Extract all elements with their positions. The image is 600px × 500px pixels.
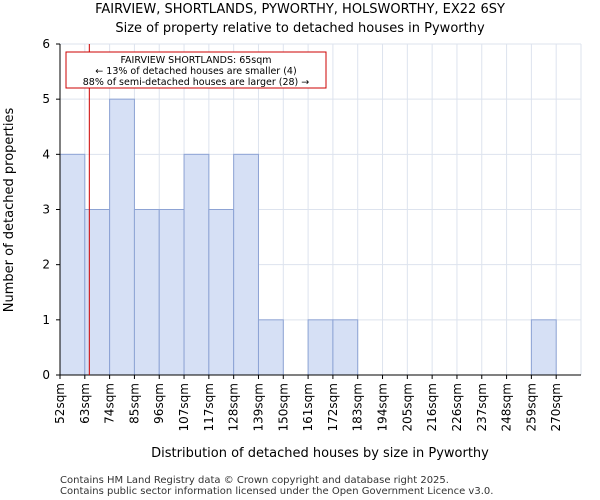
x-tick-label: 96sqm xyxy=(152,383,166,424)
bars xyxy=(59,98,557,376)
y-tick-label: 3 xyxy=(42,203,50,217)
x-tick-label: 117sqm xyxy=(202,383,216,431)
x-tick-label: 172sqm xyxy=(326,383,340,431)
x-tick-label: 259sqm xyxy=(524,383,538,431)
footer-line-1: Contains HM Land Registry data © Crown c… xyxy=(60,475,449,486)
bar xyxy=(257,319,284,376)
x-tick-label: 183sqm xyxy=(351,383,365,431)
bar xyxy=(84,209,111,376)
y-axis-label: Number of detached properties xyxy=(2,108,17,313)
x-tick-label: 107sqm xyxy=(177,383,191,431)
bar xyxy=(307,319,334,376)
x-tick-label: 194sqm xyxy=(376,383,390,431)
annotation-line: FAIRVIEW SHORTLANDS: 65sqm xyxy=(120,55,271,66)
y-tick-label: 1 xyxy=(42,313,50,327)
bar xyxy=(208,209,235,376)
y-tick-label: 5 xyxy=(42,92,50,106)
bar xyxy=(233,153,259,376)
y-tick-label: 6 xyxy=(42,37,50,51)
x-tick-label: 63sqm xyxy=(78,383,92,424)
annotation-box: FAIRVIEW SHORTLANDS: 65sqm← 13% of detac… xyxy=(65,51,327,89)
y-tick-label: 0 xyxy=(42,368,50,382)
bar xyxy=(183,153,210,376)
bar xyxy=(158,209,185,376)
x-tick-label: 216sqm xyxy=(425,383,439,431)
chart-subtitle: Size of property relative to detached ho… xyxy=(115,21,485,36)
bar xyxy=(59,153,86,376)
bar xyxy=(133,209,160,376)
bar xyxy=(332,319,359,376)
chart-title: FAIRVIEW, SHORTLANDS, PYWORTHY, HOLSWORT… xyxy=(95,2,505,17)
x-tick-label: 52sqm xyxy=(53,383,67,424)
x-tick-label: 161sqm xyxy=(301,383,315,431)
x-tick-label: 270sqm xyxy=(549,383,563,431)
bar xyxy=(109,98,135,376)
y-tick-label: 4 xyxy=(42,147,50,161)
bar xyxy=(530,319,557,376)
x-tick-label: 128sqm xyxy=(227,383,241,431)
x-tick-label: 237sqm xyxy=(475,383,489,431)
footer-line-2: Contains public sector information licen… xyxy=(60,486,493,497)
x-tick-label: 74sqm xyxy=(103,383,117,424)
y-ticks: 0 1 2 3 4 5 6 xyxy=(42,37,60,382)
x-tick-label: 226sqm xyxy=(450,383,464,431)
y-tick-label: 2 xyxy=(42,258,50,272)
x-tick-label: 150sqm xyxy=(276,383,290,431)
x-axis-label: Distribution of detached houses by size … xyxy=(151,446,489,461)
x-tick-label: 85sqm xyxy=(127,383,141,424)
x-tick-label: 139sqm xyxy=(251,383,265,431)
annotation-line: 88% of semi-detached houses are larger (… xyxy=(83,77,310,88)
x-tick-label: 248sqm xyxy=(500,383,514,431)
annotation-line: ← 13% of detached houses are smaller (4) xyxy=(95,66,296,77)
x-tick-label: 205sqm xyxy=(400,383,414,431)
x-ticks: 52sqm 63sqm 74sqm 85sqm 96sqm 107sqm 117sqm 128… xyxy=(53,375,563,431)
annotation-frame xyxy=(65,51,327,89)
